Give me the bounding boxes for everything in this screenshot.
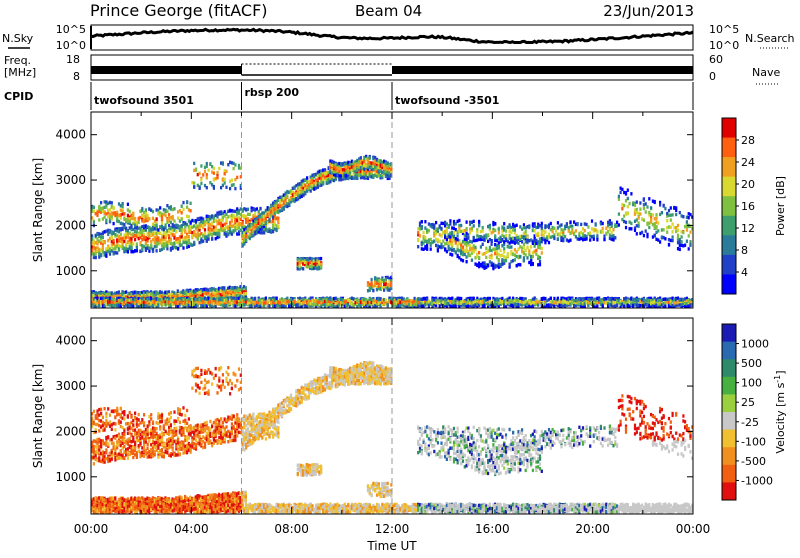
time-tick-label: 12:00 [375, 522, 410, 536]
colorbar-tick-label: 100 [741, 377, 762, 390]
colorbar-swatch [722, 118, 736, 138]
colorbar-swatch [722, 138, 736, 158]
y-tick-label: 2000 [55, 218, 86, 232]
colorbar-tick-label: 500 [741, 357, 762, 370]
time-axis: 00:00 04:00 08:00 12:00 16:00 20:00 00:00 [74, 522, 711, 536]
colorbar-swatch [722, 377, 736, 395]
colorbar-swatch [722, 394, 736, 412]
colorbar-tick-label: 25 [741, 396, 755, 409]
y-tick-label: 3000 [55, 173, 86, 187]
colorbar-tick-label: 20 [741, 178, 755, 191]
nave-tick-bottom: 0 [709, 70, 716, 83]
time-tick-label: 00:00 [74, 522, 109, 536]
y-tick-label: 4000 [55, 128, 86, 142]
colorbar-swatch [722, 235, 736, 255]
colorbar-label: Power [dB] [774, 176, 787, 236]
station-title: Prince George (fitACF) [90, 1, 268, 20]
time-tick-label: 00:00 [676, 522, 711, 536]
y-tick-label: 3000 [55, 379, 86, 393]
colorbar-tick-label: 28 [741, 134, 755, 147]
freq-tick-bottom: 8 [73, 70, 80, 83]
colorbar-tick-label: 16 [741, 200, 755, 213]
cpid-segment-label: rbsp 200 [245, 86, 300, 99]
colorbar-tick-label: 12 [741, 222, 755, 235]
cpid-segment-label: twofsound 3501 [94, 94, 194, 107]
freq-label-unit: [MHz] [4, 66, 36, 79]
noise-tick-left-top: 10^5 [56, 23, 86, 36]
time-tick-label: 08:00 [274, 522, 309, 536]
colorbar-swatch [722, 196, 736, 216]
nsearch-label: N.Search [745, 32, 795, 45]
colorbar-swatch [722, 216, 736, 236]
freq-tick-top: 18 [66, 53, 80, 66]
colorbar-swatch [722, 274, 736, 294]
colorbar-tick-label: 4 [741, 266, 748, 279]
cpid-row: twofsound 3501 rbsp 200 twofsound -3501 [91, 82, 693, 110]
colorbar-swatch [722, 324, 736, 342]
colorbar-tick-label: 24 [741, 156, 755, 169]
colorbar-swatch [722, 465, 736, 483]
time-tick-label: 16:00 [475, 522, 510, 536]
colorbar-tick-label: 8 [741, 244, 748, 257]
y-tick-label: 1000 [55, 264, 86, 278]
y-tick-label: 4000 [55, 334, 86, 348]
colorbar-label: Velocity [m s-1] [773, 370, 788, 453]
colorbar-swatch [722, 482, 736, 500]
colorbar-tick-label: 1000 [741, 338, 769, 351]
colorbar-swatch [722, 255, 736, 275]
time-axis-title: Time UT [366, 539, 417, 553]
colorbar-tick-label: -25 [741, 416, 759, 429]
colorbar-swatch [722, 430, 736, 448]
time-tick-label: 20:00 [575, 522, 610, 536]
colorbar-tick-label: -500 [741, 455, 766, 468]
colorbar-swatch [722, 412, 736, 430]
time-tick-label: 04:00 [174, 522, 209, 536]
y-axis-label: Slant Range [km] [31, 364, 45, 468]
nave-tick-top: 60 [709, 53, 723, 66]
colorbar: 4 8 12 16 20 24 28 Power [dB] [722, 118, 787, 295]
y-tick-label: 1000 [55, 470, 86, 484]
colorbar-swatch [722, 359, 736, 377]
noise-tick-right-top: 10^5 [709, 23, 739, 36]
colorbar-swatch [722, 177, 736, 197]
colorbar-tick-label: -1000 [741, 474, 773, 487]
beam-title: Beam 04 [355, 2, 422, 20]
y-tick-label: 2000 [55, 424, 86, 438]
noise-tick-left-bottom: 10^0 [56, 39, 86, 52]
colorbar-swatch [722, 342, 736, 360]
nsky-label: N.Sky [2, 32, 34, 45]
colorbar-tick-label: -100 [741, 435, 766, 448]
colorbar: 1000 500 100 25 -25 -100 -500 -1000 Velocity [m … [722, 324, 787, 501]
cpid-segment-label: twofsound -3501 [395, 94, 499, 107]
colorbar-swatch [722, 447, 736, 465]
power-panel: 1000 2000 3000 4000 Slant Range [km] 4 8 12 16 20… [31, 112, 787, 308]
date-title: 23/Jun/2013 [603, 2, 694, 20]
nave-label: Nave [752, 66, 780, 79]
cpid-label: CPID [4, 90, 33, 103]
y-axis-label: Slant Range [km] [31, 158, 45, 262]
noise-tick-right-bottom: 10^0 [709, 39, 739, 52]
colorbar-swatch [722, 157, 736, 177]
